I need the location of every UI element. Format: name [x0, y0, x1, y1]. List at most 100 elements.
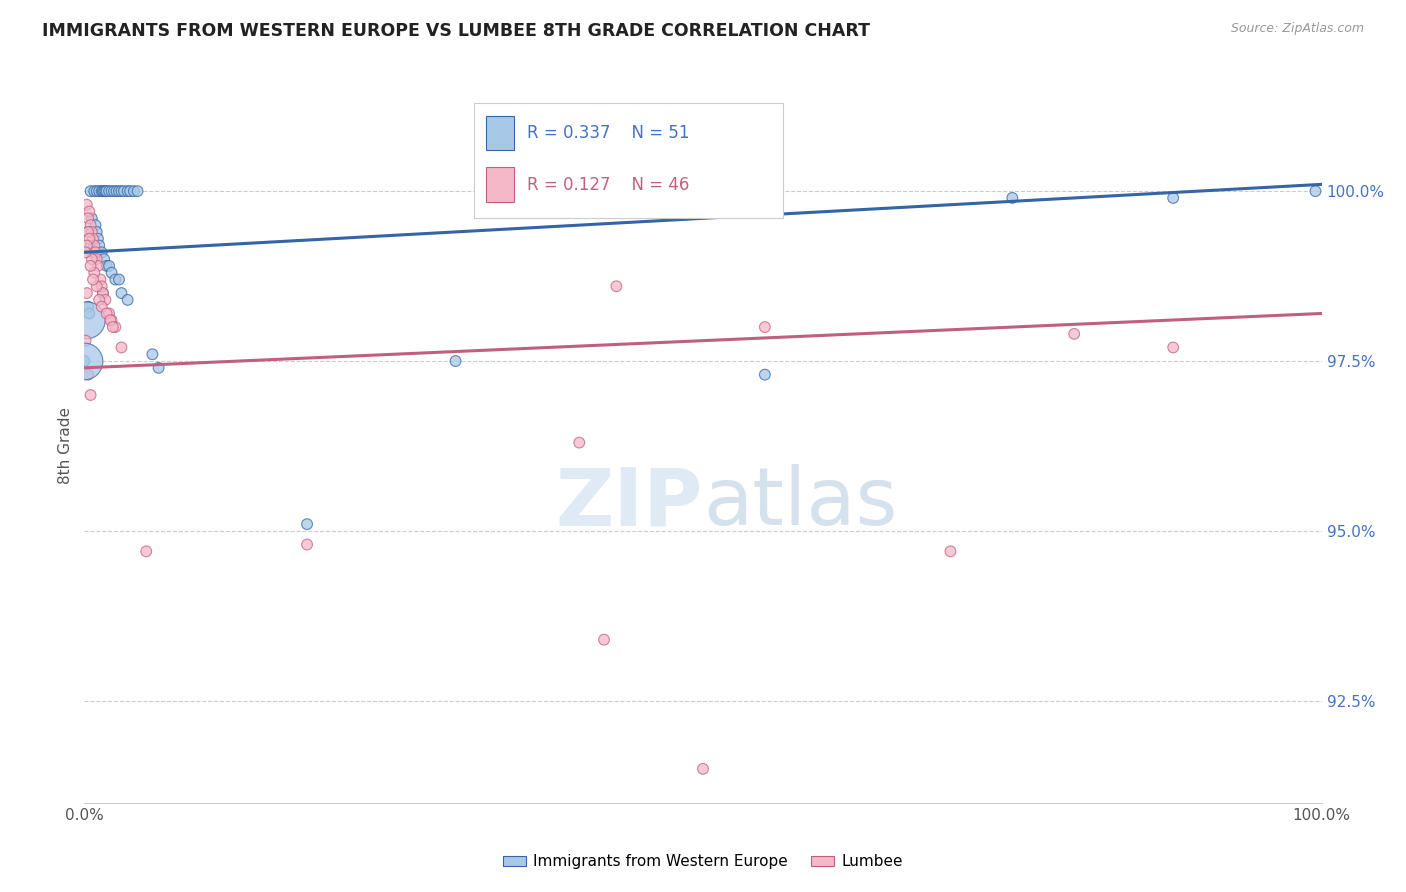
- Point: [444, 354, 467, 368]
- Point: [100, 266, 122, 280]
- Point: [108, 272, 131, 286]
- Point: [605, 279, 627, 293]
- Point: [96, 306, 118, 320]
- Point: [79, 218, 101, 232]
- Point: [79, 259, 101, 273]
- Point: [90, 184, 112, 198]
- Point: [84, 245, 107, 260]
- Point: [80, 225, 103, 239]
- Text: ZIP: ZIP: [555, 464, 703, 542]
- Point: [568, 435, 591, 450]
- Point: [754, 368, 776, 382]
- Point: [76, 198, 98, 212]
- Point: [1161, 191, 1184, 205]
- Legend: Immigrants from Western Europe, Lumbee: Immigrants from Western Europe, Lumbee: [496, 848, 910, 875]
- Point: [86, 252, 108, 266]
- Point: [79, 204, 101, 219]
- Point: [100, 313, 122, 327]
- Point: [80, 211, 103, 226]
- Point: [79, 306, 101, 320]
- Point: [100, 184, 122, 198]
- Point: [79, 388, 101, 402]
- Point: [79, 232, 101, 246]
- Point: [77, 225, 100, 239]
- Point: [82, 245, 104, 260]
- Point: [112, 184, 135, 198]
- Point: [101, 320, 124, 334]
- Point: [593, 632, 616, 647]
- Point: [98, 306, 121, 320]
- Point: [77, 300, 100, 314]
- Point: [76, 238, 98, 252]
- Point: [77, 225, 100, 239]
- Point: [82, 272, 104, 286]
- Point: [94, 293, 117, 307]
- Point: [110, 341, 132, 355]
- Point: [89, 293, 111, 307]
- Point: [120, 184, 142, 198]
- Point: [89, 184, 111, 198]
- Point: [110, 286, 132, 301]
- Point: [87, 232, 110, 246]
- Point: [79, 238, 101, 252]
- Point: [754, 320, 776, 334]
- Point: [1305, 184, 1327, 198]
- Point: [86, 279, 108, 293]
- Point: [122, 184, 145, 198]
- Point: [141, 347, 163, 361]
- Point: [90, 245, 112, 260]
- Point: [110, 184, 132, 198]
- Point: [104, 320, 127, 334]
- Point: [105, 184, 128, 198]
- Point: [86, 225, 108, 239]
- Point: [75, 245, 97, 260]
- Point: [135, 544, 157, 558]
- Point: [87, 259, 110, 273]
- Point: [84, 218, 107, 232]
- Point: [77, 368, 100, 382]
- Point: [148, 360, 170, 375]
- Point: [82, 232, 104, 246]
- Point: [76, 313, 98, 327]
- Point: [86, 184, 108, 198]
- Point: [76, 286, 98, 301]
- Point: [89, 238, 111, 252]
- Point: [94, 184, 117, 198]
- Point: [295, 517, 318, 532]
- Point: [295, 537, 318, 551]
- Point: [103, 184, 125, 198]
- Point: [1001, 191, 1024, 205]
- Point: [98, 259, 121, 273]
- Point: [1063, 326, 1085, 341]
- Point: [96, 184, 118, 198]
- Point: [754, 198, 776, 212]
- Point: [104, 272, 127, 286]
- Point: [75, 334, 97, 348]
- Point: [91, 286, 114, 301]
- Point: [83, 184, 105, 198]
- Point: [83, 266, 105, 280]
- Point: [96, 259, 118, 273]
- Point: [117, 184, 139, 198]
- Point: [90, 279, 112, 293]
- Point: [73, 354, 96, 368]
- Point: [98, 313, 121, 327]
- Point: [80, 252, 103, 266]
- Point: [93, 184, 115, 198]
- Point: [93, 252, 115, 266]
- Text: atlas: atlas: [703, 464, 897, 542]
- Point: [1161, 341, 1184, 355]
- Point: [127, 184, 149, 198]
- Point: [692, 762, 714, 776]
- Point: [939, 544, 962, 558]
- Point: [91, 286, 114, 301]
- Point: [98, 184, 121, 198]
- Point: [79, 184, 101, 198]
- Point: [91, 184, 114, 198]
- Point: [90, 300, 112, 314]
- Point: [89, 272, 111, 286]
- Point: [77, 211, 100, 226]
- Point: [117, 293, 139, 307]
- Text: Source: ZipAtlas.com: Source: ZipAtlas.com: [1230, 22, 1364, 36]
- Text: IMMIGRANTS FROM WESTERN EUROPE VS LUMBEE 8TH GRADE CORRELATION CHART: IMMIGRANTS FROM WESTERN EUROPE VS LUMBEE…: [42, 22, 870, 40]
